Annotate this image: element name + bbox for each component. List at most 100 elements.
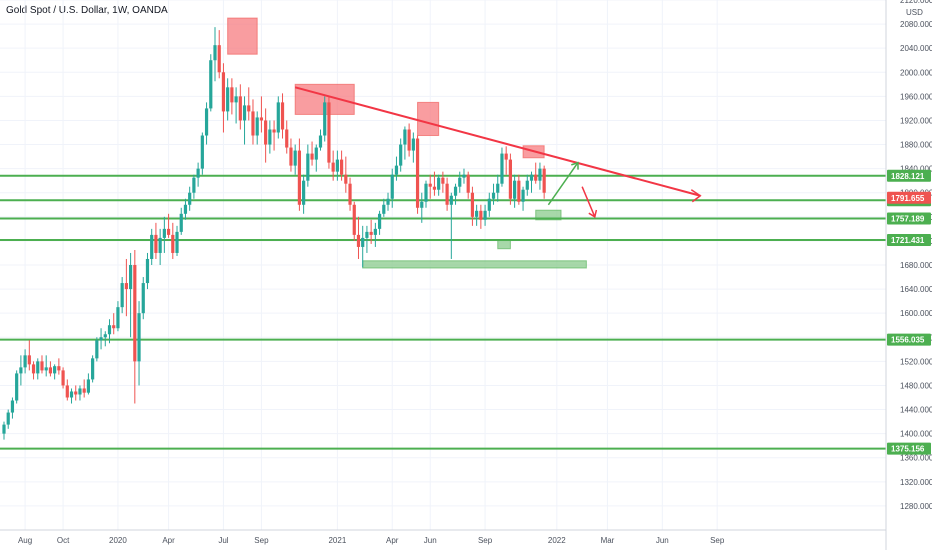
candle-body xyxy=(521,189,525,202)
candle-body xyxy=(491,192,496,199)
candle-body xyxy=(458,177,462,187)
trend-line[interactable] xyxy=(294,86,701,197)
price-tick-label: 1480.000 xyxy=(900,381,932,390)
candle-body xyxy=(466,174,470,193)
time-tick-label: 2021 xyxy=(328,536,346,545)
candle-body xyxy=(255,117,259,136)
candle-body xyxy=(411,138,415,151)
drawing-layer xyxy=(294,86,702,218)
candle-body xyxy=(133,265,137,362)
candle-body xyxy=(306,153,310,181)
candle-body xyxy=(259,117,264,121)
candle-body xyxy=(513,180,517,199)
time-tick-label: Sep xyxy=(254,536,269,545)
candle-body xyxy=(27,355,31,365)
candle-body xyxy=(162,228,166,238)
candle-body xyxy=(331,162,335,172)
price-tick-label: 1840.000 xyxy=(900,165,932,174)
candle-body xyxy=(276,102,280,133)
candle-body xyxy=(428,183,432,187)
projection-up-arrow[interactable] xyxy=(547,162,579,206)
candle-body xyxy=(217,45,221,73)
time-tick-label: Jul xyxy=(218,536,228,545)
supply-zone[interactable] xyxy=(417,101,440,137)
price-tick-label: 1920.000 xyxy=(900,116,932,125)
currency-label: USD xyxy=(906,8,923,17)
price-tick-label: 1880.000 xyxy=(900,141,932,150)
candle-body xyxy=(150,234,154,259)
candle-body xyxy=(204,108,209,136)
candle-body xyxy=(386,198,390,205)
current-price-label xyxy=(887,191,931,204)
price-tick-label: 1440.000 xyxy=(900,406,932,415)
candle-body xyxy=(137,313,141,362)
candle-body xyxy=(479,210,483,220)
projection-down-arrow-head xyxy=(588,209,598,218)
candle-body xyxy=(209,60,213,109)
candle-body xyxy=(107,325,112,335)
demand-zone[interactable] xyxy=(362,260,587,269)
demand-zone[interactable] xyxy=(535,209,562,221)
candle-body xyxy=(327,102,331,163)
candle-body xyxy=(19,367,23,374)
candle-body xyxy=(264,120,268,145)
time-tick-label: 2022 xyxy=(548,536,566,545)
candle-body xyxy=(221,72,226,112)
candle-body xyxy=(487,198,491,211)
candle-body xyxy=(285,129,289,148)
candle-body xyxy=(340,159,344,175)
time-axis[interactable]: Aug Oct 2020 Apr Jul Sep 2021 Apr Jun Sep 2022 Mar J… xyxy=(0,529,886,545)
candle-body xyxy=(318,135,323,148)
candle-body xyxy=(403,129,407,145)
candle-body xyxy=(280,102,285,130)
candle-body xyxy=(437,177,441,190)
candle-body xyxy=(293,150,297,166)
candle-body xyxy=(420,201,424,208)
demand-zone[interactable] xyxy=(497,239,511,250)
candle-body xyxy=(356,234,361,247)
time-tick-label: Jun xyxy=(424,536,437,545)
candle-layer xyxy=(2,27,546,440)
candle-body xyxy=(344,174,348,184)
time-tick-label: Aug xyxy=(18,536,32,545)
candle-body xyxy=(158,237,162,253)
candle-body xyxy=(10,400,15,413)
level-price-label-text: 1828.121 xyxy=(891,172,925,181)
price-tick-label: 2000.000 xyxy=(900,68,932,77)
candle-body xyxy=(196,168,200,178)
candle-body xyxy=(335,159,339,172)
candle-body xyxy=(449,195,453,205)
level-price-label xyxy=(887,234,931,247)
level-price-label-text: 1556.035 xyxy=(891,336,925,345)
time-tick-label: Oct xyxy=(57,536,70,545)
candle-body xyxy=(542,168,546,193)
candle-body xyxy=(415,138,420,208)
candle-body xyxy=(166,228,171,235)
candle-body xyxy=(382,204,386,214)
candle-body xyxy=(57,366,61,371)
level-price-label xyxy=(887,169,931,182)
candle-body xyxy=(154,234,158,253)
candle-body xyxy=(69,391,74,398)
candle-body xyxy=(407,129,411,151)
time-tick-label: Sep xyxy=(710,536,725,545)
candle-body xyxy=(242,105,247,121)
time-tick-label: Mar xyxy=(601,536,615,545)
price-tick-label: 1520.000 xyxy=(900,357,932,366)
candle-body xyxy=(145,258,150,284)
candle-body xyxy=(23,355,27,368)
candle-body xyxy=(394,165,399,175)
candle-body xyxy=(373,228,377,235)
price-tick-label: 1680.000 xyxy=(900,261,932,270)
level-price-label-text: 1757.189 xyxy=(891,215,925,224)
supply-zone[interactable] xyxy=(227,17,258,55)
projection-down-arrow[interactable] xyxy=(581,186,596,218)
candle-body xyxy=(390,174,394,199)
symbol-title: Gold Spot / U.S. Dollar, 1W, OANDA xyxy=(6,5,168,16)
candle-body xyxy=(124,283,128,290)
candle-body xyxy=(399,144,403,166)
candle-body xyxy=(289,147,293,166)
candle-body xyxy=(61,370,65,386)
price-axis[interactable]: 1280.000 1320.000 1360.000 1400.000 1440.000… xyxy=(885,0,932,550)
